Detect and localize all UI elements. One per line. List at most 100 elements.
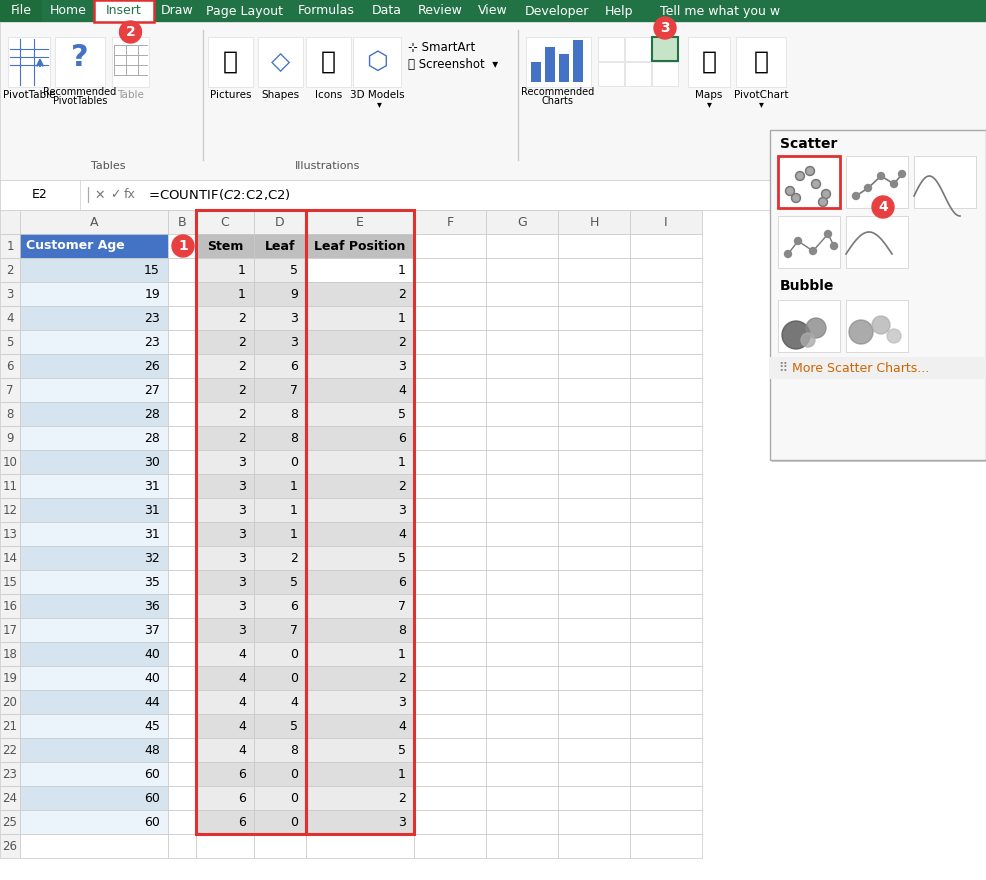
Text: ▾: ▾: [377, 99, 382, 109]
Bar: [306, 378, 414, 402]
Bar: [414, 450, 486, 474]
Text: I: I: [665, 216, 668, 229]
Bar: [196, 426, 254, 450]
Bar: [486, 546, 558, 570]
Text: ▾: ▾: [707, 99, 712, 109]
Text: PivotTable: PivotTable: [3, 90, 55, 100]
Text: 0: 0: [290, 767, 298, 781]
Text: ?: ?: [71, 42, 89, 71]
Bar: [168, 306, 196, 330]
Text: 23: 23: [144, 312, 160, 325]
Bar: [20, 834, 168, 858]
Bar: [94, 0, 154, 22]
Bar: [486, 378, 558, 402]
Text: 7: 7: [398, 599, 406, 612]
Bar: [168, 834, 196, 858]
Text: 22: 22: [3, 744, 18, 757]
Bar: [254, 234, 306, 258]
Bar: [486, 618, 558, 642]
Bar: [55, 37, 105, 87]
Bar: [770, 357, 986, 379]
Bar: [196, 330, 254, 354]
Bar: [770, 130, 986, 460]
Bar: [558, 690, 630, 714]
Bar: [0, 354, 20, 378]
Text: 10: 10: [3, 456, 18, 468]
Circle shape: [890, 180, 897, 187]
Text: 3: 3: [398, 695, 406, 708]
Text: Review: Review: [417, 4, 462, 18]
Text: 2: 2: [125, 25, 135, 39]
Bar: [20, 666, 168, 690]
Bar: [20, 378, 168, 402]
Circle shape: [824, 231, 831, 238]
Bar: [558, 546, 630, 570]
Text: Formulas: Formulas: [298, 4, 354, 18]
Circle shape: [811, 180, 820, 188]
Text: 3D Models: 3D Models: [350, 90, 404, 100]
Text: 5: 5: [290, 576, 298, 589]
Bar: [630, 378, 702, 402]
Text: E2: E2: [33, 188, 48, 202]
Bar: [414, 738, 486, 762]
Text: 15: 15: [144, 263, 160, 276]
Bar: [306, 210, 414, 234]
Bar: [168, 450, 196, 474]
Bar: [630, 810, 702, 834]
Bar: [168, 738, 196, 762]
Bar: [306, 210, 414, 834]
Bar: [630, 762, 702, 786]
Bar: [486, 210, 558, 234]
Bar: [20, 234, 168, 258]
Bar: [414, 834, 486, 858]
Bar: [168, 426, 196, 450]
Text: 27: 27: [144, 384, 160, 397]
Bar: [630, 210, 702, 234]
Text: H: H: [590, 216, 599, 229]
Bar: [486, 570, 558, 594]
Text: 1: 1: [398, 648, 406, 661]
Text: View: View: [478, 4, 508, 18]
Circle shape: [818, 197, 827, 207]
Bar: [20, 426, 168, 450]
Text: 11: 11: [3, 480, 18, 493]
Bar: [772, 132, 986, 462]
Bar: [778, 216, 840, 268]
Bar: [42, 0, 94, 22]
Text: 6: 6: [239, 767, 246, 781]
Text: B: B: [177, 216, 186, 229]
Text: 17: 17: [3, 624, 18, 636]
Text: 20: 20: [3, 695, 18, 708]
Bar: [196, 714, 254, 738]
Text: 8: 8: [398, 624, 406, 636]
Bar: [486, 786, 558, 810]
Bar: [254, 618, 306, 642]
Text: 4: 4: [239, 720, 246, 732]
Bar: [20, 690, 168, 714]
Bar: [0, 570, 20, 594]
Text: 28: 28: [144, 431, 160, 444]
Bar: [20, 354, 168, 378]
Text: Tables: Tables: [91, 161, 125, 171]
Text: G: G: [517, 216, 527, 229]
Text: 1: 1: [239, 288, 246, 300]
Bar: [254, 354, 306, 378]
Circle shape: [813, 181, 819, 187]
Bar: [254, 498, 306, 522]
Bar: [254, 666, 306, 690]
Bar: [364, 0, 410, 22]
Circle shape: [796, 172, 805, 180]
Bar: [0, 762, 20, 786]
Bar: [630, 282, 702, 306]
Bar: [306, 498, 414, 522]
Text: 31: 31: [144, 527, 160, 540]
Bar: [353, 37, 401, 87]
Bar: [558, 594, 630, 618]
Text: 40: 40: [144, 648, 160, 661]
Bar: [630, 450, 702, 474]
Circle shape: [119, 21, 142, 43]
Bar: [558, 570, 630, 594]
Bar: [630, 474, 702, 498]
Bar: [196, 234, 254, 258]
Bar: [630, 738, 702, 762]
